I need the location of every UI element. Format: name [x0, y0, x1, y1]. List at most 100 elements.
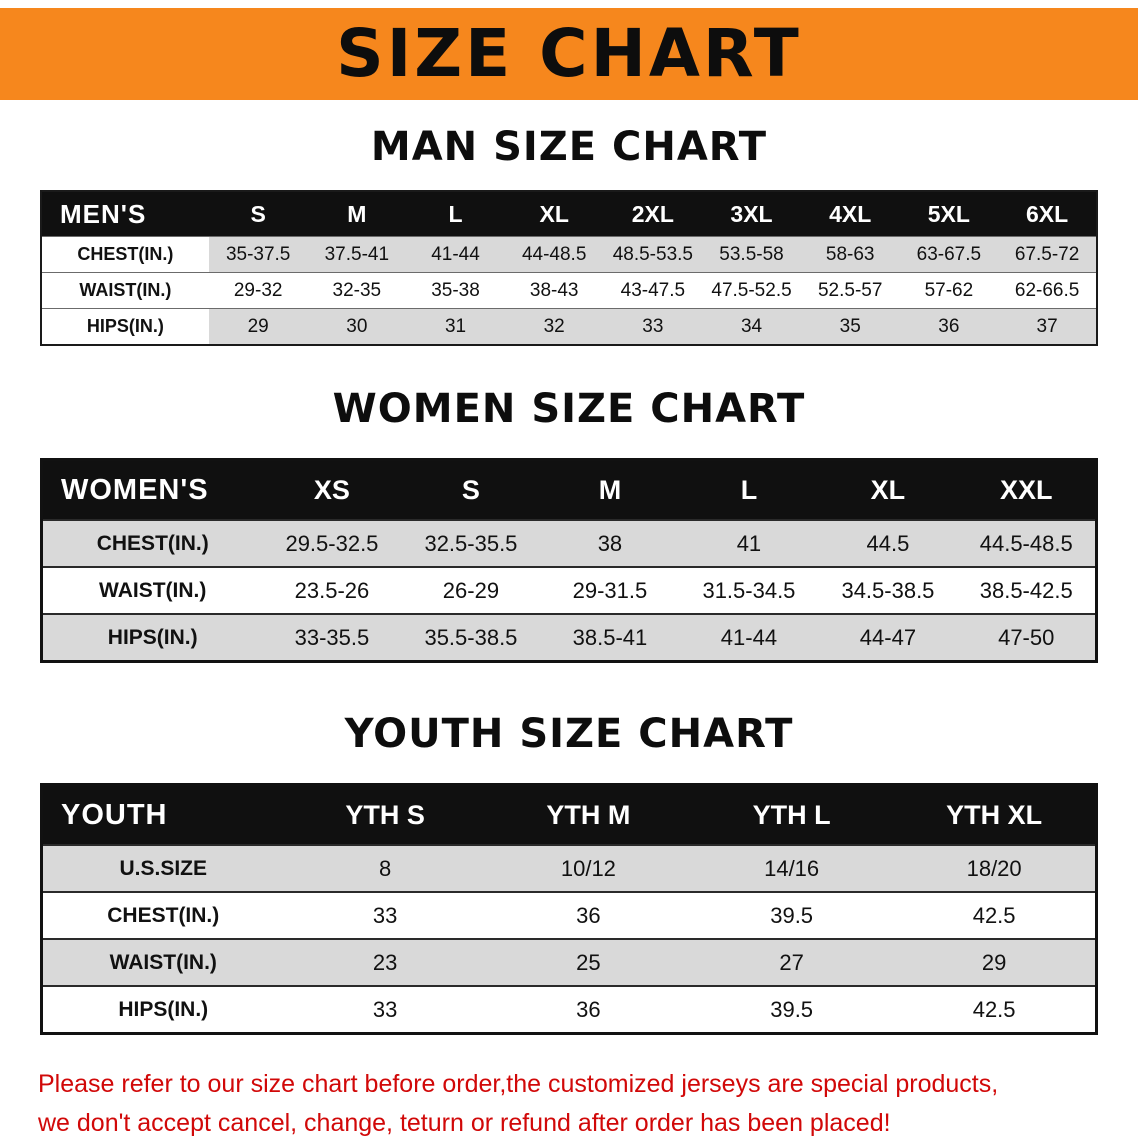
size-header-cell: M — [307, 191, 407, 237]
value-cell: 43-47.5 — [603, 272, 703, 309]
value-cell: 10/12 — [486, 844, 691, 892]
value-cell: 14/16 — [690, 844, 894, 892]
youth-size-table: YOUTH YTH S YTH M YTH L YTH XL U.S.SIZE 8 10/12… — [40, 783, 1098, 1035]
value-cell: 42.5 — [893, 891, 1097, 939]
table-title-cell: MEN'S — [41, 191, 209, 237]
table-header-row: WOMEN'S XS S M L XL XXL — [41, 459, 1097, 520]
value-cell: 41 — [679, 519, 819, 567]
value-cell: 31 — [406, 308, 505, 345]
value-cell: 48.5-53.5 — [603, 236, 703, 273]
size-header-cell: 5XL — [899, 191, 999, 237]
value-cell: 44-48.5 — [504, 236, 604, 273]
value-cell: 62-66.5 — [998, 272, 1097, 309]
value-cell: 33 — [603, 308, 703, 345]
size-header-cell: XS — [262, 459, 402, 520]
value-cell: 36 — [486, 891, 691, 939]
value-cell: 32 — [504, 308, 604, 345]
value-cell: 38.5-41 — [540, 613, 680, 662]
size-header-cell: XXL — [957, 459, 1097, 520]
size-header-cell: L — [679, 459, 819, 520]
size-chart-page: SIZE CHART MAN SIZE CHART MEN'S S M L XL 2XL 3… — [0, 8, 1138, 1143]
value-cell: 33-35.5 — [262, 613, 402, 662]
value-cell: 32.5-35.5 — [401, 519, 541, 567]
row-label-cell: WAIST(IN.) — [41, 272, 209, 309]
table-title-cell: WOMEN'S — [41, 459, 263, 520]
table-row: WAIST(IN.) 23.5-26 26-29 29-31.5 31.5-34.5 34… — [41, 566, 1097, 614]
value-cell: 35.5-38.5 — [401, 613, 541, 662]
value-cell: 57-62 — [899, 272, 999, 309]
womens-section-heading: WOMEN SIZE CHART — [332, 386, 806, 432]
table-title-cell: YOUTH — [41, 784, 284, 845]
size-header-cell: S — [208, 191, 308, 237]
value-cell: 29 — [893, 938, 1097, 986]
mens-section-heading: MAN SIZE CHART — [370, 124, 768, 170]
table-row: WAIST(IN.) 29-32 32-35 35-38 38-43 43-47.5 47.… — [41, 272, 1097, 309]
row-label-cell: U.S.SIZE — [41, 844, 284, 892]
value-cell: 35-37.5 — [208, 236, 308, 273]
value-cell: 29 — [208, 308, 308, 345]
value-cell: 34 — [702, 308, 801, 345]
value-cell: 42.5 — [893, 985, 1097, 1034]
size-header-cell: M — [540, 459, 680, 520]
banner-title: SIZE CHART — [336, 15, 802, 92]
table-row: CHEST(IN.) 33 36 39.5 42.5 — [41, 891, 1097, 939]
row-label-cell: CHEST(IN.) — [41, 236, 209, 273]
value-cell: 8 — [283, 844, 487, 892]
mens-section: MAN SIZE CHART MEN'S S M L XL 2XL 3XL 4XL 5XL 6XL… — [0, 124, 1138, 346]
table-row: U.S.SIZE 8 10/12 14/16 18/20 — [41, 844, 1097, 892]
value-cell: 23 — [283, 938, 487, 986]
womens-section: WOMEN SIZE CHART WOMEN'S XS S M L XL XXL CHEST(… — [0, 386, 1138, 663]
value-cell: 38-43 — [504, 272, 604, 309]
value-cell: 58-63 — [800, 236, 900, 273]
value-cell: 53.5-58 — [702, 236, 801, 273]
value-cell: 37 — [998, 308, 1097, 345]
size-header-cell: 2XL — [603, 191, 703, 237]
row-label-cell: WAIST(IN.) — [41, 938, 284, 986]
value-cell: 38 — [540, 519, 680, 567]
table-row: HIPS(IN.) 33-35.5 35.5-38.5 38.5-41 41-44 44-… — [41, 613, 1097, 662]
disclaimer: Please refer to our size chart before or… — [38, 1065, 1118, 1143]
table-header-row: MEN'S S M L XL 2XL 3XL 4XL 5XL 6XL — [41, 191, 1097, 237]
value-cell: 63-67.5 — [899, 236, 999, 273]
value-cell: 35 — [800, 308, 900, 345]
value-cell: 23.5-26 — [262, 566, 402, 614]
value-cell: 29-32 — [208, 272, 308, 309]
value-cell: 36 — [486, 985, 691, 1034]
size-header-cell: YTH S — [283, 784, 487, 845]
table-row: HIPS(IN.) 33 36 39.5 42.5 — [41, 985, 1097, 1034]
size-header-cell: L — [406, 191, 505, 237]
value-cell: 30 — [307, 308, 407, 345]
size-header-cell: YTH L — [690, 784, 894, 845]
value-cell: 26-29 — [401, 566, 541, 614]
value-cell: 39.5 — [690, 891, 894, 939]
value-cell: 33 — [283, 985, 487, 1034]
row-label-cell: HIPS(IN.) — [41, 985, 284, 1034]
value-cell: 44.5-48.5 — [957, 519, 1097, 567]
value-cell: 41-44 — [679, 613, 819, 662]
value-cell: 44.5 — [818, 519, 958, 567]
value-cell: 38.5-42.5 — [957, 566, 1097, 614]
value-cell: 47-50 — [957, 613, 1097, 662]
value-cell: 39.5 — [690, 985, 894, 1034]
value-cell: 36 — [899, 308, 999, 345]
size-header-cell: YTH XL — [893, 784, 1097, 845]
table-header-row: YOUTH YTH S YTH M YTH L YTH XL — [41, 784, 1097, 845]
value-cell: 37.5-41 — [307, 236, 407, 273]
womens-size-table: WOMEN'S XS S M L XL XXL CHEST(IN.) 29.5-32.5 32.5… — [40, 458, 1098, 663]
value-cell: 47.5-52.5 — [702, 272, 801, 309]
size-chart-banner: SIZE CHART — [0, 8, 1138, 100]
size-header-cell: 4XL — [800, 191, 900, 237]
disclaimer-line-1: Please refer to our size chart before or… — [38, 1070, 999, 1098]
value-cell: 52.5-57 — [800, 272, 900, 309]
table-row: CHEST(IN.) 29.5-32.5 32.5-35.5 38 41 44.5 44.5… — [41, 519, 1097, 567]
youth-section: YOUTH SIZE CHART YOUTH YTH S YTH M YTH L YTH… — [0, 711, 1138, 1035]
table-row: WAIST(IN.) 23 25 27 29 — [41, 938, 1097, 986]
row-label-cell: HIPS(IN.) — [41, 613, 263, 662]
value-cell: 44-47 — [818, 613, 958, 662]
disclaimer-line-2: we don't accept cancel, change, teturn o… — [38, 1108, 891, 1137]
value-cell: 29.5-32.5 — [262, 519, 402, 567]
size-header-cell: 6XL — [998, 191, 1097, 237]
value-cell: 35-38 — [406, 272, 505, 309]
size-header-cell: XL — [504, 191, 604, 237]
row-label-cell: WAIST(IN.) — [41, 566, 263, 614]
